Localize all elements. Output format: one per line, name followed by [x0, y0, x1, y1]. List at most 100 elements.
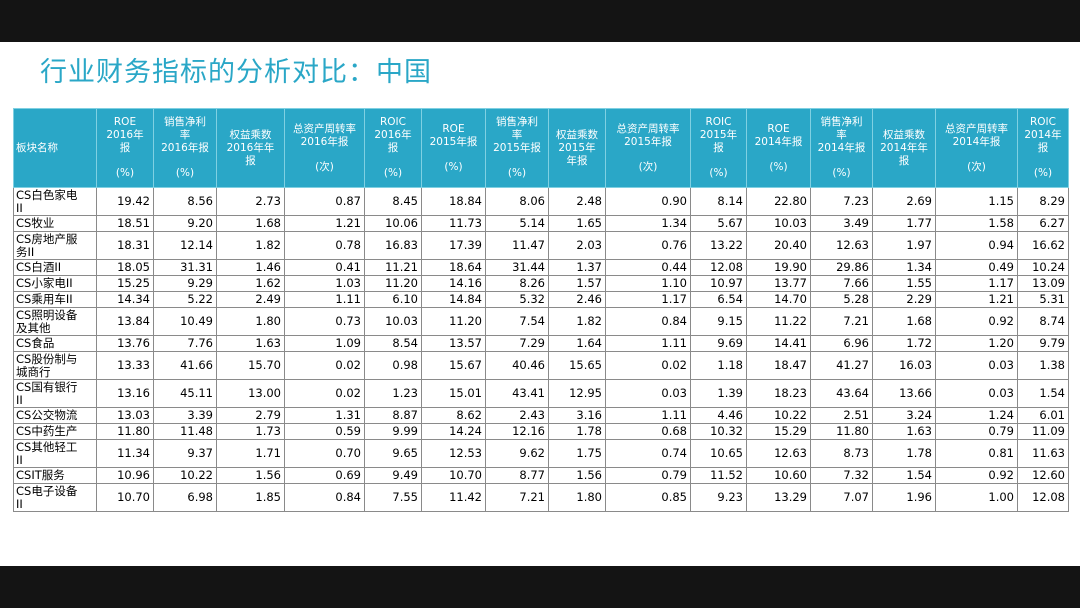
value-cell: 5.22	[153, 291, 217, 308]
value-cell: 5.14	[485, 215, 549, 232]
value-cell: 7.21	[810, 307, 873, 336]
value-cell: 10.70	[96, 483, 154, 512]
value-cell: 40.46	[485, 351, 549, 380]
value-cell: 1.73	[216, 423, 285, 440]
table-row: CS公交物流 13.03 3.39 2.79 1.31 8.87 8.62 2.43 3.16 1…	[13, 407, 1069, 424]
value-cell: 10.60	[746, 467, 811, 484]
value-cell: 9.15	[690, 307, 747, 336]
bottom-letterbox-bar	[0, 566, 1080, 608]
sector-name-cell: CS小家电II	[13, 275, 97, 292]
value-cell: 8.62	[421, 407, 486, 424]
value-cell: 14.16	[421, 275, 486, 292]
column-header: ROE 2016年 报 (%)	[96, 108, 154, 188]
column-header-label: ROIC 2014年 报	[1024, 116, 1062, 154]
value-cell: 0.94	[935, 231, 1018, 260]
value-cell: 10.49	[153, 307, 217, 336]
table-row: CS白色家电 II 19.42 8.56 2.73 0.87 8.45 18.84 8.06 2…	[13, 187, 1069, 216]
value-cell: 9.37	[153, 439, 217, 468]
value-cell: 14.34	[96, 291, 154, 308]
sector-name-cell: CS白色家电 II	[13, 187, 97, 216]
value-cell: 9.49	[364, 467, 422, 484]
value-cell: 12.16	[485, 423, 549, 440]
column-header-label: ROIC 2016年 报	[374, 116, 412, 154]
value-cell: 2.51	[810, 407, 873, 424]
value-cell: 11.48	[153, 423, 217, 440]
value-cell: 1.65	[548, 215, 606, 232]
column-header: 销售净利 率 2015年报 (%)	[485, 108, 549, 188]
value-cell: 18.31	[96, 231, 154, 260]
value-cell: 1.38	[1017, 351, 1069, 380]
value-cell: 6.54	[690, 291, 747, 308]
column-header-label: 总资产周转率 2014年报	[945, 122, 1008, 148]
sector-name-cell: CS房地产服 务II	[13, 231, 97, 260]
value-cell: 1.09	[284, 335, 365, 352]
value-cell: 15.70	[216, 351, 285, 380]
value-cell: 1.37	[548, 259, 606, 276]
value-cell: 8.45	[364, 187, 422, 216]
table-row: CSIT服务 10.96 10.22 1.56 0.69 9.49 10.70 8.77 1.5…	[13, 467, 1069, 484]
value-cell: 1.03	[284, 275, 365, 292]
value-cell: 0.03	[605, 379, 691, 408]
value-cell: 9.29	[153, 275, 217, 292]
value-cell: 0.92	[935, 307, 1018, 336]
value-cell: 0.44	[605, 259, 691, 276]
column-header-unit: (%)	[383, 167, 403, 179]
value-cell: 12.63	[746, 439, 811, 468]
column-header: 权益乘数 2015年 年报	[548, 108, 606, 188]
value-cell: 0.73	[284, 307, 365, 336]
value-cell: 0.59	[284, 423, 365, 440]
value-cell: 1.17	[935, 275, 1018, 292]
value-cell: 10.03	[746, 215, 811, 232]
value-cell: 13.09	[1017, 275, 1069, 292]
value-cell: 1.18	[690, 351, 747, 380]
value-cell: 1.62	[216, 275, 285, 292]
value-cell: 11.47	[485, 231, 549, 260]
table-row: CS电子设备 II 10.70 6.98 1.85 0.84 7.55 11.42 7.21 1…	[13, 483, 1069, 512]
value-cell: 15.01	[421, 379, 486, 408]
value-cell: 7.32	[810, 467, 873, 484]
value-cell: 15.65	[548, 351, 606, 380]
column-header-label: ROE 2015年报	[429, 122, 478, 148]
value-cell: 41.66	[153, 351, 217, 380]
sector-name-cell: CS国有银行 II	[13, 379, 97, 408]
value-cell: 1.63	[216, 335, 285, 352]
column-header-label: ROE 2014年报	[754, 122, 803, 148]
column-header-label: 销售净利 率 2015年报	[493, 116, 541, 154]
value-cell: 6.10	[364, 291, 422, 308]
value-cell: 9.65	[364, 439, 422, 468]
value-cell: 7.07	[810, 483, 873, 512]
value-cell: 15.25	[96, 275, 154, 292]
value-cell: 8.56	[153, 187, 217, 216]
table-row: CS其他轻工 II 11.34 9.37 1.71 0.70 9.65 12.53 9.62 1…	[13, 439, 1069, 468]
value-cell: 13.57	[421, 335, 486, 352]
value-cell: 1.17	[605, 291, 691, 308]
value-cell: 1.82	[216, 231, 285, 260]
value-cell: 1.54	[872, 467, 936, 484]
value-cell: 5.28	[810, 291, 873, 308]
column-header-label: ROIC 2015年 报	[699, 116, 738, 154]
value-cell: 4.46	[690, 407, 747, 424]
value-cell: 1.55	[872, 275, 936, 292]
value-cell: 0.70	[284, 439, 365, 468]
value-cell: 1.96	[872, 483, 936, 512]
column-header-label: 权益乘数 2014年年 报	[880, 128, 928, 167]
value-cell: 9.20	[153, 215, 217, 232]
value-cell: 9.62	[485, 439, 549, 468]
value-cell: 1.78	[548, 423, 606, 440]
value-cell: 0.79	[605, 467, 691, 484]
value-cell: 8.26	[485, 275, 549, 292]
value-cell: 0.03	[935, 351, 1018, 380]
value-cell: 8.06	[485, 187, 549, 216]
value-cell: 7.29	[485, 335, 549, 352]
value-cell: 7.21	[485, 483, 549, 512]
table-row: CS中药生产 11.80 11.48 1.73 0.59 9.99 14.24 12.16 1.…	[13, 423, 1069, 440]
value-cell: 11.80	[810, 423, 873, 440]
value-cell: 1.78	[872, 439, 936, 468]
table-row: CS国有银行 II 13.16 45.11 13.00 0.02 1.23 15.01 43.…	[13, 379, 1069, 408]
column-header: 权益乘数 2016年年 报	[216, 108, 285, 188]
value-cell: 12.63	[810, 231, 873, 260]
value-cell: 43.41	[485, 379, 549, 408]
value-cell: 5.32	[485, 291, 549, 308]
value-cell: 8.73	[810, 439, 873, 468]
value-cell: 11.63	[1017, 439, 1069, 468]
